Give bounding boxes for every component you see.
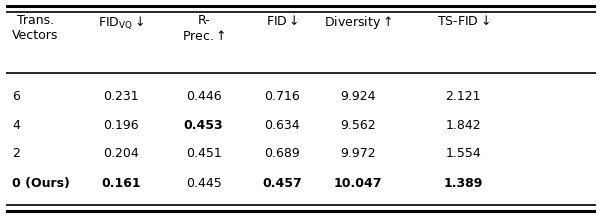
Text: 0.231: 0.231 xyxy=(104,90,139,103)
Text: 0.446: 0.446 xyxy=(186,90,222,103)
Text: 0.689: 0.689 xyxy=(264,147,300,160)
Text: 9.972: 9.972 xyxy=(340,147,376,160)
Text: Diversity$\uparrow$: Diversity$\uparrow$ xyxy=(324,14,392,31)
Text: 4: 4 xyxy=(12,119,20,132)
Text: 1.389: 1.389 xyxy=(444,177,483,190)
Text: 0 (Ours): 0 (Ours) xyxy=(12,177,70,190)
Text: 1.554: 1.554 xyxy=(445,147,481,160)
Text: R-
Prec.$\uparrow$: R- Prec.$\uparrow$ xyxy=(182,14,225,43)
Text: FID$_{\rm VQ}$$\downarrow$: FID$_{\rm VQ}$$\downarrow$ xyxy=(98,14,144,30)
Text: 9.562: 9.562 xyxy=(340,119,376,132)
Text: 10.047: 10.047 xyxy=(334,177,382,190)
Text: 9.924: 9.924 xyxy=(340,90,376,103)
Text: 0.196: 0.196 xyxy=(104,119,139,132)
Text: 0.453: 0.453 xyxy=(184,119,223,132)
Text: Trans.
Vectors: Trans. Vectors xyxy=(12,14,58,42)
Text: 0.451: 0.451 xyxy=(186,147,222,160)
Text: 0.204: 0.204 xyxy=(103,147,139,160)
Text: 0.161: 0.161 xyxy=(101,177,141,190)
Text: 0.445: 0.445 xyxy=(186,177,222,190)
Text: FID$\downarrow$: FID$\downarrow$ xyxy=(265,14,299,28)
Text: 2.121: 2.121 xyxy=(445,90,481,103)
Text: 1.842: 1.842 xyxy=(445,119,481,132)
Text: 6: 6 xyxy=(12,90,20,103)
Text: 0.634: 0.634 xyxy=(264,119,300,132)
Text: 0.457: 0.457 xyxy=(262,177,302,190)
Text: 2: 2 xyxy=(12,147,20,160)
Text: TS-FID$\downarrow$: TS-FID$\downarrow$ xyxy=(437,14,489,28)
Text: 0.716: 0.716 xyxy=(264,90,300,103)
